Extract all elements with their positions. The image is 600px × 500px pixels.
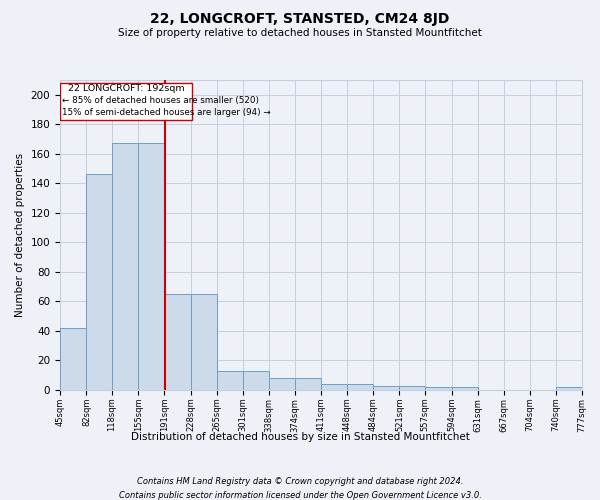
Y-axis label: Number of detached properties: Number of detached properties: [15, 153, 25, 317]
Bar: [452, 387, 478, 390]
Bar: [112, 144, 139, 390]
Bar: [60, 328, 86, 390]
Bar: [556, 387, 582, 390]
Text: Size of property relative to detached houses in Stansted Mountfitchet: Size of property relative to detached ho…: [118, 28, 482, 38]
Bar: [217, 371, 242, 390]
Text: ← 85% of detached houses are smaller (520): ← 85% of detached houses are smaller (52…: [62, 96, 259, 105]
Text: Contains HM Land Registry data © Crown copyright and database right 2024.: Contains HM Land Registry data © Crown c…: [137, 478, 463, 486]
Bar: [191, 294, 217, 390]
Bar: [400, 386, 425, 390]
Bar: [60, 83, 192, 120]
Bar: [373, 386, 400, 390]
Text: Contains public sector information licensed under the Open Government Licence v3: Contains public sector information licen…: [119, 491, 481, 500]
Text: Distribution of detached houses by size in Stansted Mountfitchet: Distribution of detached houses by size …: [131, 432, 469, 442]
Bar: [425, 387, 452, 390]
Text: 22, LONGCROFT, STANSTED, CM24 8JD: 22, LONGCROFT, STANSTED, CM24 8JD: [151, 12, 449, 26]
Text: 22 LONGCROFT: 192sqm: 22 LONGCROFT: 192sqm: [68, 84, 184, 94]
Bar: [269, 378, 295, 390]
Bar: [321, 384, 347, 390]
Bar: [139, 144, 164, 390]
Bar: [86, 174, 112, 390]
Text: 15% of semi-detached houses are larger (94) →: 15% of semi-detached houses are larger (…: [62, 108, 271, 117]
Bar: [295, 378, 321, 390]
Bar: [347, 384, 373, 390]
Bar: [164, 294, 191, 390]
Bar: [242, 371, 269, 390]
